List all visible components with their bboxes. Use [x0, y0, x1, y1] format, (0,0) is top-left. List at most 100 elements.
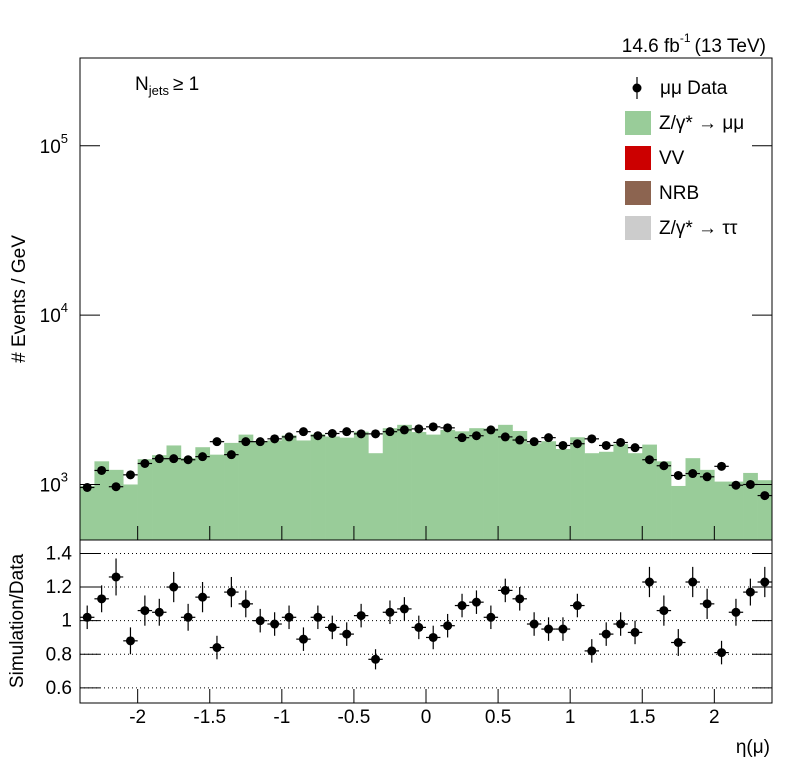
legend-marker [632, 83, 642, 93]
ratio-point [613, 612, 628, 636]
luminosity-label: 14.6 fb-1 (13 TeV) [622, 31, 766, 57]
ratio-point [714, 640, 729, 665]
y-tick-exponent: 4 [61, 301, 68, 316]
data-point [599, 440, 614, 450]
histogram-bar [743, 472, 758, 540]
ratio-point [209, 635, 225, 660]
ratio-point [353, 603, 369, 628]
data-marker [125, 470, 135, 480]
data-marker [587, 434, 597, 444]
ratio-marker [630, 627, 640, 637]
ratio-point [368, 649, 383, 670]
data-marker [688, 469, 698, 479]
data-point [296, 427, 311, 437]
ratio-marker [414, 622, 424, 632]
histogram-bar [310, 434, 326, 540]
histogram-bar [656, 461, 672, 540]
data-marker [342, 427, 352, 437]
ratio-marker [443, 621, 453, 631]
data-marker [298, 427, 308, 437]
data-marker [529, 437, 539, 447]
histogram-bar [599, 451, 614, 540]
grid-layer [80, 552, 772, 689]
ratio-marker [558, 624, 568, 634]
data-point [584, 434, 599, 444]
ratio-point [627, 620, 643, 645]
ratio-point [757, 566, 772, 598]
data-marker [169, 454, 179, 464]
ratio-point [152, 598, 167, 626]
data-marker [270, 434, 280, 444]
data-point [94, 465, 109, 475]
histogram-bar [224, 442, 239, 540]
data-marker [644, 455, 654, 465]
histogram-bar [108, 469, 124, 540]
legend-label: Z/γ* → μμ [659, 113, 744, 134]
histogram-bar [382, 428, 398, 540]
data-point [152, 454, 167, 464]
data-point [80, 482, 95, 492]
x-tick-label: -0.5 [338, 707, 371, 728]
data-marker [630, 443, 640, 453]
data-marker [241, 437, 251, 447]
ratio-point [137, 595, 153, 626]
ratio-point [180, 603, 196, 631]
legend-swatch [625, 181, 651, 205]
x-tick-label: -2 [129, 707, 146, 728]
histogram-bar [613, 444, 629, 540]
data-point [267, 434, 282, 444]
ratio-point [426, 625, 441, 650]
ratio-point [238, 590, 253, 618]
ratio-marker [212, 643, 222, 653]
data-marker [183, 455, 193, 465]
ratio-marker [97, 594, 107, 604]
ratio-point [281, 605, 297, 630]
y-tick-base: 10 [40, 137, 61, 158]
data-marker [154, 454, 164, 464]
ratio-point [454, 593, 470, 618]
ratio-marker [544, 624, 554, 634]
data-marker [601, 440, 611, 450]
ratio-marker [169, 582, 179, 592]
data-marker [673, 470, 683, 480]
ratio-point [224, 576, 239, 608]
ratio-marker [198, 592, 208, 602]
data-point [613, 437, 628, 447]
histogram-bar [281, 435, 297, 540]
data-point [541, 433, 556, 443]
data-marker [558, 440, 568, 450]
histogram-bar [555, 448, 571, 540]
data-point [440, 423, 455, 433]
ratio-point [195, 582, 210, 613]
data-marker [471, 431, 481, 441]
histogram-bar [339, 437, 355, 540]
histogram-bar [483, 428, 499, 540]
y-axis-title: Simulation/Data [7, 554, 28, 689]
ratio-marker [356, 611, 366, 621]
histogram-bar [353, 431, 369, 540]
data-point [426, 422, 441, 432]
ratio-marker [717, 648, 727, 658]
data-marker [313, 431, 323, 441]
ratio-point [382, 600, 398, 625]
histogram-bar [166, 445, 182, 540]
data-point [757, 491, 772, 501]
legend-item: NRB [625, 181, 699, 205]
data-marker [82, 482, 92, 492]
data-point [498, 432, 513, 442]
data-point [325, 428, 340, 438]
histogram-bar [238, 434, 254, 540]
data-marker [572, 439, 582, 449]
histogram-bar [123, 484, 138, 540]
data-marker [385, 427, 395, 437]
data-marker [428, 422, 438, 432]
data-point [656, 461, 672, 471]
data-point [209, 437, 225, 447]
histogram-bar [627, 453, 643, 540]
ratio-marker [644, 577, 654, 587]
marks-layer [80, 422, 772, 670]
ratio-marker [183, 612, 193, 622]
histogram-bar [526, 443, 542, 540]
y-tick-label: 104 [40, 301, 68, 328]
y-tick-base: 10 [40, 306, 61, 327]
